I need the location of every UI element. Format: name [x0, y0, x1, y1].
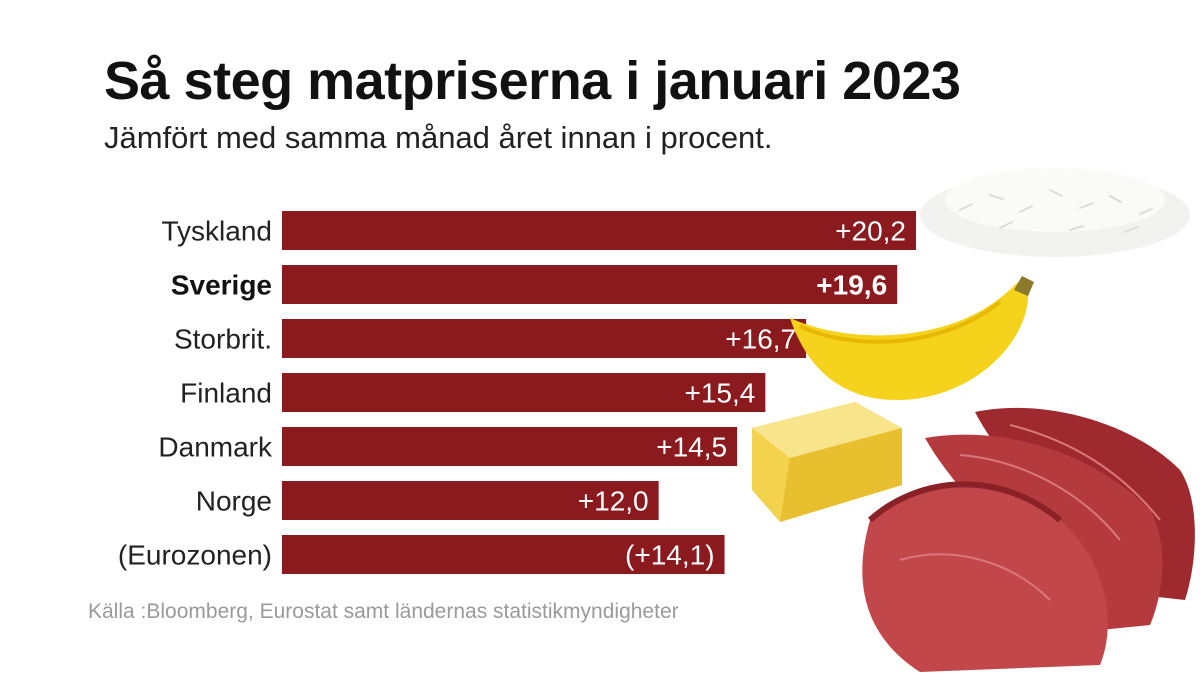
bar-2: [282, 319, 807, 358]
category-label: Sverige: [171, 270, 272, 301]
data-label: (+14,1): [625, 540, 715, 571]
source-note: Källa :Bloomberg, Eurostat samt länderna…: [88, 600, 679, 623]
bar-0: [282, 211, 916, 250]
bar-3: [282, 373, 766, 412]
data-label: +19,6: [816, 270, 887, 301]
bar-group: Tyskland +20,2 Sverige +19,6 Storbrit. +16,7 F…: [118, 211, 916, 574]
category-label: (Eurozonen): [118, 540, 272, 571]
data-label: +12,0: [578, 486, 649, 517]
category-label: Danmark: [158, 432, 273, 463]
data-label: +15,4: [684, 378, 755, 409]
data-label: +16,7: [725, 324, 796, 355]
chart-subtitle: Jämfört med samma månad året innan i pro…: [104, 120, 773, 155]
chart-title: Så steg matpriserna i januari 2023: [104, 51, 961, 111]
category-label: Storbrit.: [174, 324, 272, 355]
bar-6: [282, 535, 725, 574]
bar-1: [282, 265, 898, 304]
bar-5: [282, 481, 659, 520]
data-label: +14,5: [656, 432, 727, 463]
butter-icon: [752, 402, 902, 522]
bar-4: [282, 427, 738, 466]
meat-icon: [862, 407, 1195, 672]
banana-icon: [790, 276, 1034, 401]
rice-icon: [920, 168, 1190, 257]
category-label: Norge: [196, 486, 272, 517]
data-label: +20,2: [835, 216, 906, 247]
category-label: Finland: [180, 378, 272, 409]
category-label: Tyskland: [162, 216, 273, 247]
